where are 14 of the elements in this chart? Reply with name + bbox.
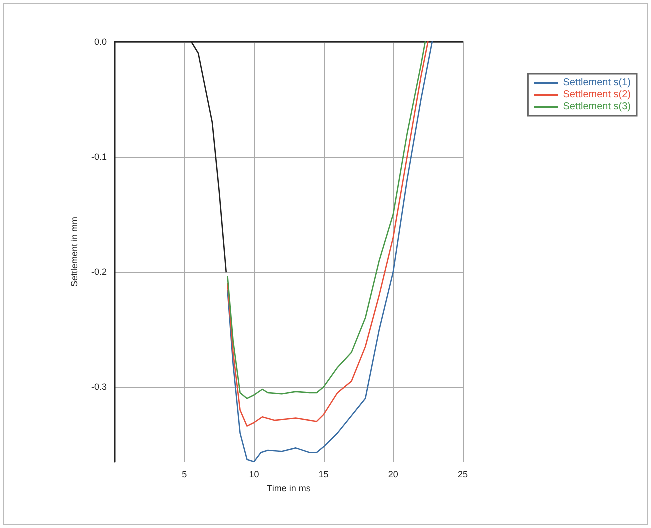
legend-label: Settlement s(2) <box>563 90 632 100</box>
x-tick-label: 5 <box>182 470 188 480</box>
y-tick-label: -0.3 <box>91 382 107 392</box>
x-tick-label: 10 <box>249 470 260 480</box>
y-tick-label: -0.2 <box>91 267 107 278</box>
y-tick-label: 0.0 <box>94 37 107 47</box>
x-tick-label: 25 <box>458 470 468 480</box>
x-tick-label: 15 <box>318 470 329 480</box>
y-axis-title: Settlement in mm <box>70 216 80 288</box>
legend-label: Settlement s(3) <box>563 102 632 112</box>
y-tick-label: -0.1 <box>91 152 107 162</box>
x-tick-label: 20 <box>388 470 398 480</box>
legend-label: Settlement s(1) <box>563 78 632 88</box>
x-axis-title: Time in ms <box>267 483 312 494</box>
